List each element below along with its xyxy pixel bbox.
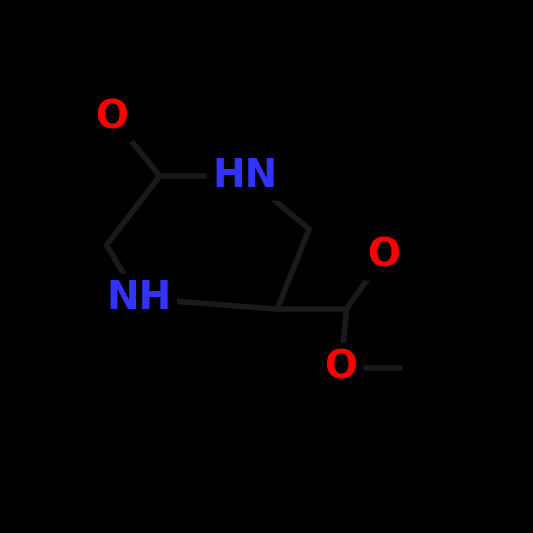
Text: O: O bbox=[95, 98, 128, 136]
Text: O: O bbox=[367, 237, 400, 275]
Text: HN: HN bbox=[213, 157, 278, 195]
Text: NH: NH bbox=[106, 279, 171, 318]
Text: O: O bbox=[325, 349, 358, 387]
